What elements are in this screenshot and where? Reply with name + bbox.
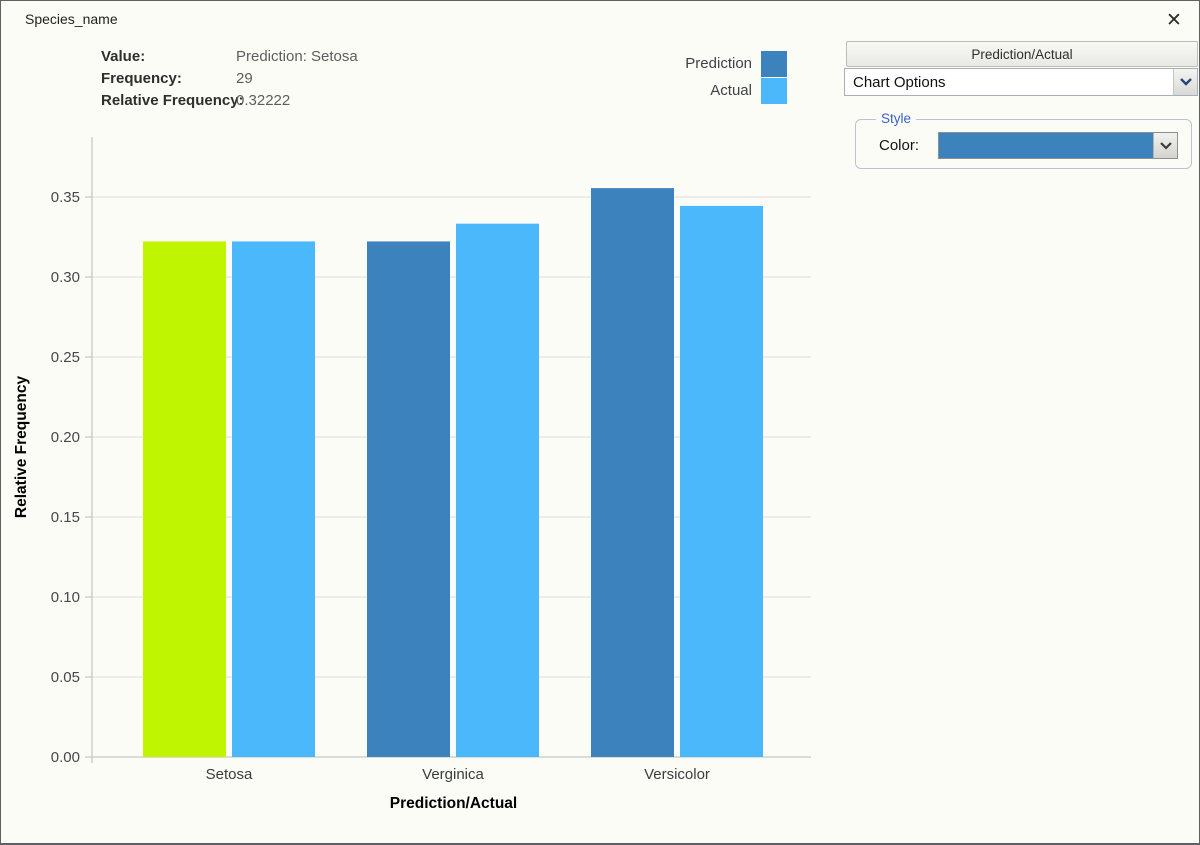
bar-prediction-setosa[interactable] <box>143 241 226 757</box>
bar-prediction-versicolor[interactable] <box>591 188 674 757</box>
info-row-frequency: Frequency: 29 <box>101 67 358 89</box>
chevron-down-icon[interactable] <box>1153 133 1177 158</box>
info-label-value: Value: <box>101 47 146 65</box>
x-tick-label: Setosa <box>206 766 253 783</box>
prediction-actual-header-button[interactable]: Prediction/Actual <box>846 41 1198 67</box>
color-label: Color: <box>879 137 920 154</box>
chart-options-dropdown-value: Chart Options <box>853 73 946 91</box>
color-swatch <box>939 133 1153 158</box>
y-tick-label: 0.10 <box>51 589 80 606</box>
color-picker-dropdown[interactable] <box>938 132 1178 159</box>
x-tick-label: Versicolor <box>644 766 710 783</box>
bar-prediction-verginica[interactable] <box>367 241 450 757</box>
y-tick-label: 0.05 <box>51 669 80 686</box>
info-value-relative-frequency: 0.32222 <box>236 91 291 109</box>
style-groupbox: Style <box>855 111 1192 169</box>
legend-swatch-prediction <box>761 50 787 77</box>
chart-legend: Prediction Actual <box>621 50 787 104</box>
info-label-frequency: Frequency: <box>101 69 182 87</box>
window-title: Species_name <box>25 11 118 27</box>
bar-chart: 0.00 0.05 0.10 0.15 0.20 0.25 0.30 0.35 Setosa Ve… <box>13 137 811 812</box>
legend-item-actual: Actual <box>621 77 787 104</box>
y-tick-label: 0.35 <box>51 189 80 206</box>
chart-options-dropdown[interactable]: Chart Options <box>844 68 1198 96</box>
info-row-relative-frequency: Relative Frequency: 0.32222 <box>101 89 358 111</box>
x-tick-label: Verginica <box>422 766 484 783</box>
info-value-frequency: 29 <box>236 69 253 87</box>
y-tick-label: 0.15 <box>51 509 80 526</box>
legend-label-prediction: Prediction <box>685 55 752 72</box>
y-tick-label: 0.20 <box>51 429 80 446</box>
x-axis-title: Prediction/Actual <box>390 795 517 812</box>
hover-info-panel: Value: Prediction: Setosa Frequency: 29 … <box>101 45 358 111</box>
info-label-relative-frequency: Relative Frequency: <box>101 91 244 109</box>
bar-actual-verginica[interactable] <box>456 223 539 757</box>
legend-swatch-actual <box>761 77 787 104</box>
bar-actual-versicolor[interactable] <box>680 205 763 757</box>
style-groupbox-title: Style <box>876 111 917 126</box>
info-row-value: Value: Prediction: Setosa <box>101 45 358 67</box>
y-tick-label: 0.00 <box>51 749 80 766</box>
y-tick-label: 0.30 <box>51 269 80 286</box>
close-icon[interactable]: ✕ <box>1166 9 1182 31</box>
legend-label-actual: Actual <box>710 82 752 99</box>
y-tick-label: 0.25 <box>51 349 80 366</box>
info-value-value: Prediction: Setosa <box>236 47 358 65</box>
y-axis-title: Relative Frequency <box>13 376 30 519</box>
chevron-down-icon[interactable] <box>1173 69 1197 95</box>
bar-actual-setosa[interactable] <box>232 241 315 757</box>
legend-item-prediction: Prediction <box>621 50 787 77</box>
